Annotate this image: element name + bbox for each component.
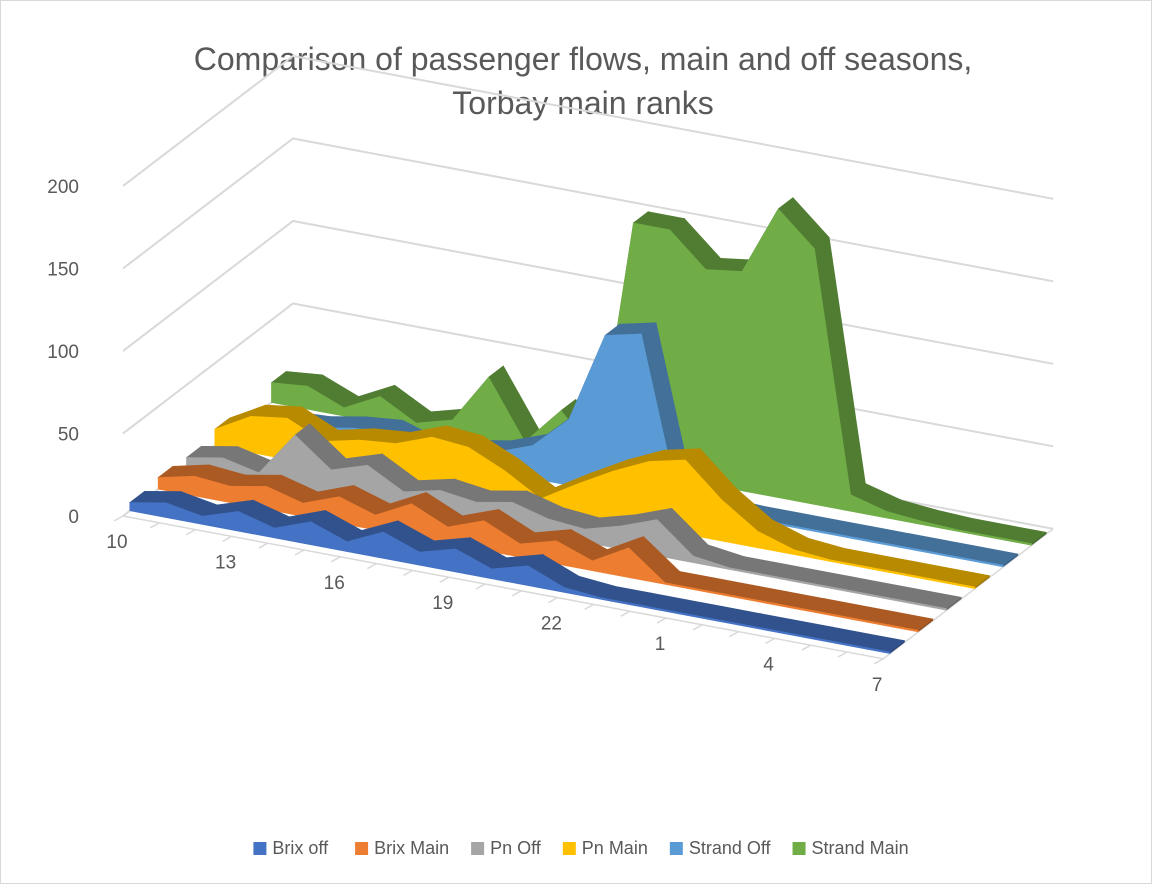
x-tick-mark xyxy=(475,583,486,590)
gridline xyxy=(122,219,1054,365)
x-tick-mark xyxy=(692,624,703,631)
series-area xyxy=(157,464,934,633)
legend-swatch xyxy=(792,842,806,855)
area-end-cap xyxy=(946,597,962,611)
x-tick-mark xyxy=(113,515,124,522)
x-tick-mark xyxy=(873,658,884,665)
x-tick-mark xyxy=(186,528,196,536)
area-front-face xyxy=(214,415,976,589)
series-layer xyxy=(128,197,1048,654)
x-tick-mark xyxy=(511,590,522,597)
x-tick-mark xyxy=(367,562,377,570)
area-front-face xyxy=(186,434,947,611)
x-tick-label: 1 xyxy=(655,634,666,655)
floor-edge xyxy=(122,515,884,660)
x-tick-mark xyxy=(548,596,558,604)
legend-label: Brix Main xyxy=(374,838,449,858)
area-end-cap xyxy=(1031,532,1047,546)
floor-edge xyxy=(882,528,1054,660)
x-axis-ticks: 10 13 16 19 22 1 4 7 xyxy=(106,532,882,696)
legend-swatch xyxy=(471,842,485,855)
legend-item: Brix Main xyxy=(355,838,449,858)
legend-label: Brix off xyxy=(272,838,329,858)
series-area xyxy=(214,404,991,589)
y-tick-label: 100 xyxy=(47,342,79,363)
x-tick-mark xyxy=(258,542,269,549)
legend-swatch xyxy=(562,842,576,855)
y-axis-ticks: 0 50 100 150 200 xyxy=(47,177,79,528)
series-area xyxy=(128,490,906,654)
x-tick-mark xyxy=(294,549,305,556)
x-tick-mark xyxy=(439,576,450,583)
x-tick-mark xyxy=(801,644,812,651)
legend-swatch xyxy=(669,842,683,855)
y-tick-label: 200 xyxy=(47,177,79,198)
x-tick-mark xyxy=(330,556,341,563)
y-tick-label: 150 xyxy=(47,260,79,281)
area-end-cap xyxy=(918,619,934,632)
legend-item: Pn Main xyxy=(562,838,648,858)
x-tick-label: 7 xyxy=(872,675,883,696)
y-tick-label: 0 xyxy=(68,507,79,528)
x-tick-label: 22 xyxy=(541,614,562,635)
chart-subtitle: Torbay main ranks xyxy=(452,85,713,121)
legend-item: Pn Off xyxy=(471,838,542,858)
x-tick-label: 10 xyxy=(106,532,127,553)
x-tick-label: 13 xyxy=(215,552,236,573)
gridline xyxy=(122,54,1054,200)
x-tick-mark xyxy=(584,603,594,611)
area-front-face xyxy=(157,475,919,633)
y-tick-label: 50 xyxy=(58,425,79,446)
legend-swatch xyxy=(355,842,369,855)
area-end-cap xyxy=(890,640,905,654)
legend: Brix off Brix Main Pn Off Pn Main Strand Off… xyxy=(253,838,909,858)
x-tick-mark xyxy=(620,610,631,617)
x-tick-mark xyxy=(656,617,667,624)
chart-title: Comparison of passenger flows, main and … xyxy=(194,41,973,77)
floor xyxy=(113,515,1054,665)
x-tick-mark xyxy=(149,522,160,529)
x-tick-label: 16 xyxy=(324,573,345,594)
series-area xyxy=(185,423,963,611)
x-tick-label: 19 xyxy=(432,593,453,614)
legend-label: Strand Main xyxy=(812,838,909,858)
gridline xyxy=(122,137,1054,283)
x-tick-mark xyxy=(837,651,848,658)
legend-label: Pn Off xyxy=(490,838,542,858)
x-tick-mark xyxy=(729,630,739,638)
legend-item: Strand Off xyxy=(669,838,772,858)
x-tick-label: 4 xyxy=(763,654,774,675)
legend-item: Brix off xyxy=(253,838,329,858)
x-tick-mark xyxy=(765,637,775,645)
legend-swatch xyxy=(253,842,267,855)
x-tick-mark xyxy=(403,569,413,577)
legend-label: Strand Off xyxy=(689,838,772,858)
legend-label: Pn Main xyxy=(582,838,648,858)
area-end-cap xyxy=(975,575,990,589)
x-tick-mark xyxy=(222,535,232,543)
area-front-face xyxy=(129,502,891,654)
area-end-cap xyxy=(1003,554,1019,567)
legend-item: Strand Main xyxy=(792,838,909,858)
